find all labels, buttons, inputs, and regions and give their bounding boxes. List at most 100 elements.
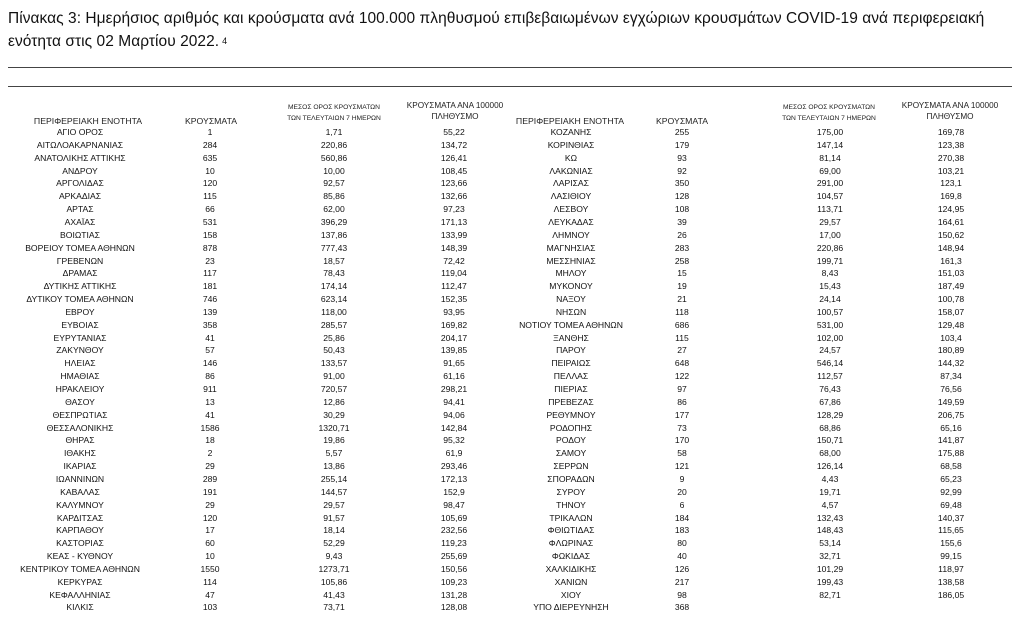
avg7-cell: 285,57 (320, 319, 348, 330)
avg7-cell: 148,43 (816, 525, 844, 536)
region-cell: ΣΑΜΟΥ (555, 448, 587, 459)
per100k-cell: 69,48 (940, 499, 962, 510)
avg7-cell: 78,43 (323, 268, 345, 279)
per100k-cell: 232,56 (440, 525, 468, 536)
table-row: ΕΒΡΟΥ 139 118,00 93,95 (0, 306, 1024, 319)
region-cell: ΕΥΒΟΙΑΣ (61, 319, 99, 330)
table-row: ΛΑΣΙΘΙΟΥ 128 104,57 169,8 (0, 190, 1024, 203)
avg7-cell: 255,14 (320, 473, 348, 484)
region-cell: ΡΟΔΟΥ (556, 435, 586, 446)
table-row: ΛΑΚΩΝΙΑΣ 92 69,00 103,21 (0, 165, 1024, 178)
avg7-cell: 8,43 (821, 268, 839, 279)
cases-cell: 146 (202, 358, 218, 369)
table-row: ΦΩΚΙΔΑΣ 40 32,71 99,15 (0, 550, 1024, 563)
region-cell: ΚΕΡΚΥΡΑΣ (57, 576, 103, 587)
avg7-cell: 69,00 (819, 165, 841, 176)
cases-cell: 29 (205, 461, 215, 472)
avg7-cell: 118,00 (321, 306, 347, 317)
region-cell: ΚΑΣΤΟΡΙΑΣ (56, 538, 104, 549)
region-cell: ΜΗΛΟΥ (555, 268, 587, 279)
per100k-cell: 155,6 (940, 538, 962, 549)
table-row: ΑΡΚΑΔΙΑΣ 115 85,86 132,66 (0, 190, 1024, 203)
per100k-cell: 119,04 (441, 268, 467, 279)
region-cell: ΝΗΣΩΝ (555, 306, 587, 317)
table-row: ΠΕΛΛΑΣ 122 112,57 87,34 (0, 370, 1024, 383)
avg7-cell: 24,14 (819, 294, 841, 305)
avg7-cell: 13,86 (323, 461, 345, 472)
per100k-cell: 150,56 (440, 563, 468, 574)
per100k-cell: 98,47 (443, 499, 465, 510)
table-row: ΤΡΙΚΑΛΩΝ 184 132,43 140,37 (0, 512, 1024, 525)
cases-cell: 191 (202, 486, 218, 497)
avg7-cell: 50,43 (323, 345, 345, 356)
cases-cell: 1 (207, 127, 213, 137)
per100k-cell: 171,13 (440, 216, 468, 227)
region-cell: ΝΟΤΙΟΥ ΤΟΜΕΑ ΑΘΗΝΩΝ (519, 319, 623, 330)
per100k-cell: 112,47 (441, 281, 467, 292)
cases-cell: 9 (679, 473, 685, 484)
avg7-cell: 53,14 (819, 538, 841, 549)
table-row: ΜΥΚΟΝΟΥ 19 15,43 187,49 (0, 280, 1024, 293)
region-cell: ΜΥΚΟΝΟΥ (549, 281, 593, 292)
table-row: ΛΑΡΙΣΑΣ 350 291,00 123,1 (0, 177, 1024, 190)
header-region-left: ΠΕΡΙΦΕΡΕΙΑΚΗ ΕΝΟΤΗΤΑ (33, 116, 143, 126)
per100k-cell: 142,84 (440, 422, 468, 433)
cases-cell: 911 (203, 384, 217, 394)
table-row: ΚΕΝΤΡΙΚΟΥ ΤΟΜΕΑ ΑΘΗΝΩΝ 1550 1273,71 150,56 (0, 563, 1024, 576)
region-cell: ΓΡΕΒΕΝΩΝ (56, 255, 104, 266)
cases-cell: 23 (205, 255, 215, 266)
table-row: ΧΑΛΚΙΔΙΚΗΣ 126 101,29 118,97 (0, 563, 1024, 576)
table-row: ΣΥΡΟΥ 20 19,71 92,99 (0, 486, 1024, 499)
per100k-cell: 100,78 (937, 294, 965, 305)
per100k-cell: 55,22 (443, 127, 465, 137)
per100k-cell: 139,85 (440, 345, 468, 356)
table-row: ΡΟΔΟΠΗΣ 73 68,86 65,16 (0, 422, 1024, 435)
region-cell: ΑΙΤΩΛΟΑΚΑΡΝΑΝΙΑΣ (36, 139, 124, 150)
per100k-cell: 115,65 (938, 525, 964, 536)
table-row: ΣΕΡΡΩΝ 121 126,14 68,58 (0, 460, 1024, 473)
avg7-cell: 5,57 (325, 448, 343, 459)
region-cell: ΑΓΙΟ ΟΡΟΣ (56, 127, 104, 137)
cases-cell: 648 (674, 358, 690, 369)
per100k-cell: 131,28 (440, 589, 468, 600)
region-cell: ΑΧΑΪΑΣ (64, 216, 96, 227)
table-row: ΕΥΒΟΙΑΣ 358 285,57 169,82 (0, 319, 1024, 332)
cases-cell: 103 (202, 602, 218, 613)
per100k-cell: 187,49 (937, 281, 965, 292)
region-cell: ΣΠΟΡΑΔΩΝ (547, 473, 595, 484)
per100k-cell: 169,82 (440, 319, 468, 330)
table-row: ΛΗΜΝΟΥ 26 17,00 150,62 (0, 229, 1024, 242)
table-row: ΙΩΑΝΝΙΝΩΝ 289 255,14 172,13 (0, 473, 1024, 486)
cases-cell: 120 (202, 178, 218, 189)
avg7-cell: 15,43 (819, 281, 841, 292)
per100k-cell: 186,05 (937, 589, 965, 600)
region-cell: ΕΒΡΟΥ (65, 306, 95, 317)
avg7-cell: 73,71 (323, 602, 345, 613)
table-row: ΜΕΣΣΗΝΙΑΣ 258 199,71 161,3 (0, 255, 1024, 268)
per100k-cell: 126,41 (440, 152, 468, 163)
region-cell: ΡΟΔΟΠΗΣ (549, 422, 593, 433)
cases-cell: 13 (205, 396, 215, 407)
region-cell: ΦΛΩΡΙΝΑΣ (548, 538, 594, 549)
per100k-cell: 148,39 (440, 242, 468, 253)
avg7-cell: 137,86 (320, 229, 348, 240)
table-row: ΠΙΕΡΙΑΣ 97 76,43 76,56 (0, 383, 1024, 396)
cases-cell: 10 (205, 165, 215, 176)
region-cell: ΠΕΛΛΑΣ (553, 371, 589, 382)
avg7-cell: 112,57 (817, 371, 843, 382)
per100k-cell: 92,99 (940, 486, 962, 497)
header-per100k-right-line2: ΠΛΗΘΥΣΜΟ (926, 112, 974, 121)
table-row: ΗΜΑΘΙΑΣ 86 91,00 61,16 (0, 370, 1024, 383)
avg7-cell: 19,86 (323, 435, 345, 446)
cases-cell: 27 (677, 345, 687, 356)
cases-cell: 122 (674, 371, 690, 382)
per100k-cell: 124,95 (937, 204, 965, 215)
region-cell: ΞΑΝΘΗΣ (553, 332, 589, 343)
footnote-marker: 4 (222, 36, 228, 46)
per100k-cell: 134,72 (440, 139, 468, 150)
cases-cell: 179 (674, 139, 690, 150)
table-row: ΘΕΣΣΑΛΟΝΙΚΗΣ 1586 1320,71 142,84 (0, 422, 1024, 435)
avg7-cell: 17,00 (819, 229, 841, 240)
avg7-cell: 18,57 (323, 255, 345, 266)
avg7-cell: 126,14 (816, 461, 844, 472)
